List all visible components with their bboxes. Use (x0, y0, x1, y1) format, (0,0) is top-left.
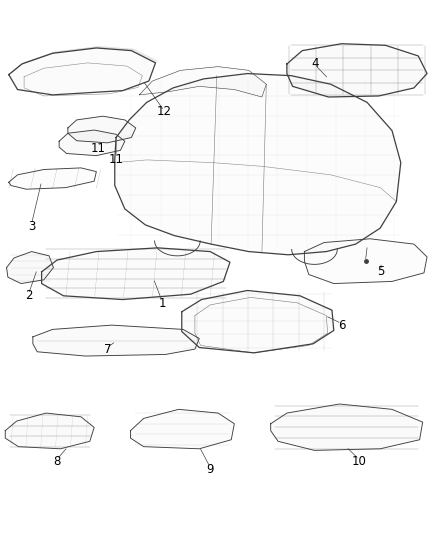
Polygon shape (131, 409, 234, 449)
Polygon shape (271, 404, 423, 450)
Polygon shape (42, 248, 230, 300)
Text: 11: 11 (109, 154, 124, 166)
Text: 1: 1 (158, 297, 166, 310)
Polygon shape (139, 67, 266, 97)
Text: 9: 9 (206, 463, 214, 475)
Text: 2: 2 (25, 289, 32, 302)
Text: 5: 5 (378, 265, 385, 278)
Text: 8: 8 (53, 455, 60, 467)
Polygon shape (59, 130, 125, 156)
Text: 6: 6 (338, 319, 346, 332)
Polygon shape (68, 116, 136, 143)
Text: 7: 7 (103, 343, 111, 356)
Polygon shape (5, 413, 94, 449)
Text: 10: 10 (352, 455, 367, 467)
Polygon shape (7, 252, 53, 284)
Polygon shape (304, 239, 427, 284)
Polygon shape (9, 48, 155, 95)
Polygon shape (182, 290, 334, 353)
Polygon shape (287, 44, 427, 97)
Text: 12: 12 (157, 106, 172, 118)
Polygon shape (33, 325, 199, 356)
Text: 3: 3 (28, 220, 35, 233)
Text: 11: 11 (91, 142, 106, 155)
Polygon shape (115, 74, 401, 255)
Text: 4: 4 (311, 58, 319, 70)
Polygon shape (9, 168, 96, 189)
